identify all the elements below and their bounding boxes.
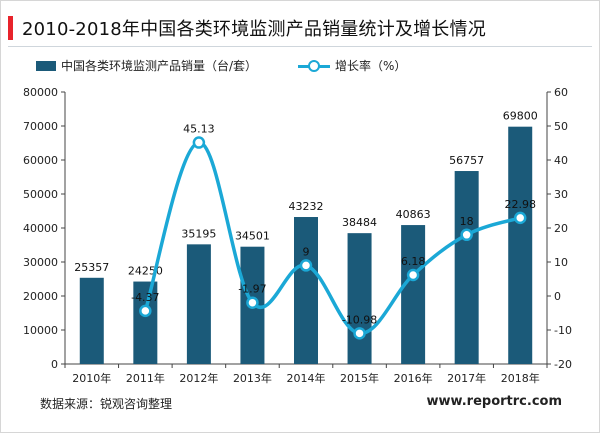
y-right-tick-label: 20 — [554, 222, 568, 235]
legend-bar-swatch — [36, 60, 56, 71]
source-note: 数据来源：锐观咨询整理 — [40, 397, 173, 411]
x-tick-label: 2011年 — [126, 371, 165, 385]
x-tick-label: 2013年 — [233, 371, 272, 385]
y-left-tick-label: 60000 — [23, 154, 58, 167]
title-divider — [8, 46, 592, 47]
y-left-tick-label: 30000 — [23, 256, 58, 269]
bar — [294, 217, 318, 364]
y-right-tick-label: 10 — [554, 256, 568, 269]
legend-item-growth: 增长率（%） — [298, 57, 406, 74]
y-left-tick-label: 10000 — [23, 324, 58, 337]
y-left-tick-label: 80000 — [23, 86, 58, 99]
growth-point — [139, 304, 152, 318]
x-tick-label: 2014年 — [287, 371, 326, 385]
growth-value-label: -1.97 — [238, 283, 266, 296]
y-right-tick-label: -20 — [554, 358, 572, 371]
legend-label-sales: 中国各类环境监测产品销量（台/套） — [61, 59, 258, 73]
bar-value-label: 69800 — [503, 110, 538, 123]
growth-value-label: 18 — [460, 215, 474, 228]
legend-item-sales: 中国各类环境监测产品销量（台/套） — [36, 57, 257, 74]
growth-value-label: 9 — [303, 245, 310, 258]
chart-legend: 中国各类环境监测产品销量（台/套） 增长率（%） — [0, 55, 600, 75]
growth-point — [299, 259, 313, 272]
y-left-tick-label: 0 — [51, 358, 58, 371]
y-left-tick-label: 20000 — [23, 290, 58, 303]
bar-value-label: 56757 — [449, 154, 484, 167]
growth-value-label: 22.98 — [504, 198, 536, 211]
y-right-tick-label: 30 — [554, 188, 568, 201]
y-left-tick-label: 70000 — [23, 120, 58, 133]
title-accent-bar — [8, 16, 13, 40]
growth-value-label: 6.18 — [401, 255, 426, 268]
bar — [186, 244, 211, 364]
growth-point — [353, 327, 366, 340]
website-link[interactable]: www.reportrc.com — [426, 394, 562, 409]
x-tick-label: 2015年 — [340, 371, 379, 385]
y-right-tick-label: 40 — [554, 154, 568, 167]
bar — [508, 126, 533, 365]
bar-value-label: 25357 — [74, 261, 109, 274]
bar-value-label: 38484 — [342, 216, 377, 229]
legend-line-marker — [298, 59, 330, 73]
growth-point — [246, 296, 259, 309]
growth-value-label: 45.13 — [183, 123, 215, 136]
x-tick-label: 2016年 — [394, 371, 433, 385]
x-tick-label: 2010年 — [72, 371, 111, 385]
y-left-tick-label: 50000 — [23, 188, 58, 201]
x-tick-label: 2012年 — [179, 371, 218, 385]
x-tick-label: 2018年 — [501, 371, 540, 385]
bar-value-label: 43232 — [289, 200, 324, 213]
bar-value-label: 34501 — [235, 230, 270, 243]
growth-point — [406, 268, 420, 282]
legend-label-growth: 增长率（%） — [335, 59, 407, 73]
growth-point — [460, 228, 473, 242]
bar — [401, 225, 426, 364]
growth-point — [513, 211, 527, 225]
bar — [133, 281, 158, 364]
y-right-tick-label: 0 — [554, 290, 561, 303]
bar — [79, 277, 104, 364]
y-left-tick-label: 40000 — [23, 222, 58, 235]
y-right-tick-label: 60 — [554, 86, 568, 99]
x-tick-label: 2017年 — [447, 371, 486, 385]
growth-value-label: -4.37 — [131, 291, 159, 304]
growth-value-label: -10.98 — [342, 313, 377, 326]
bar-value-label: 35195 — [181, 227, 216, 240]
bar — [454, 171, 479, 364]
page-title: 2010-2018年中国各类环境监测产品销量统计及增长情况 — [22, 19, 486, 40]
y-right-tick-label: -10 — [554, 324, 572, 337]
bar — [347, 233, 372, 364]
y-right-tick-label: 50 — [554, 120, 568, 133]
growth-point — [192, 136, 206, 149]
bar-value-label: 40863 — [396, 208, 431, 221]
